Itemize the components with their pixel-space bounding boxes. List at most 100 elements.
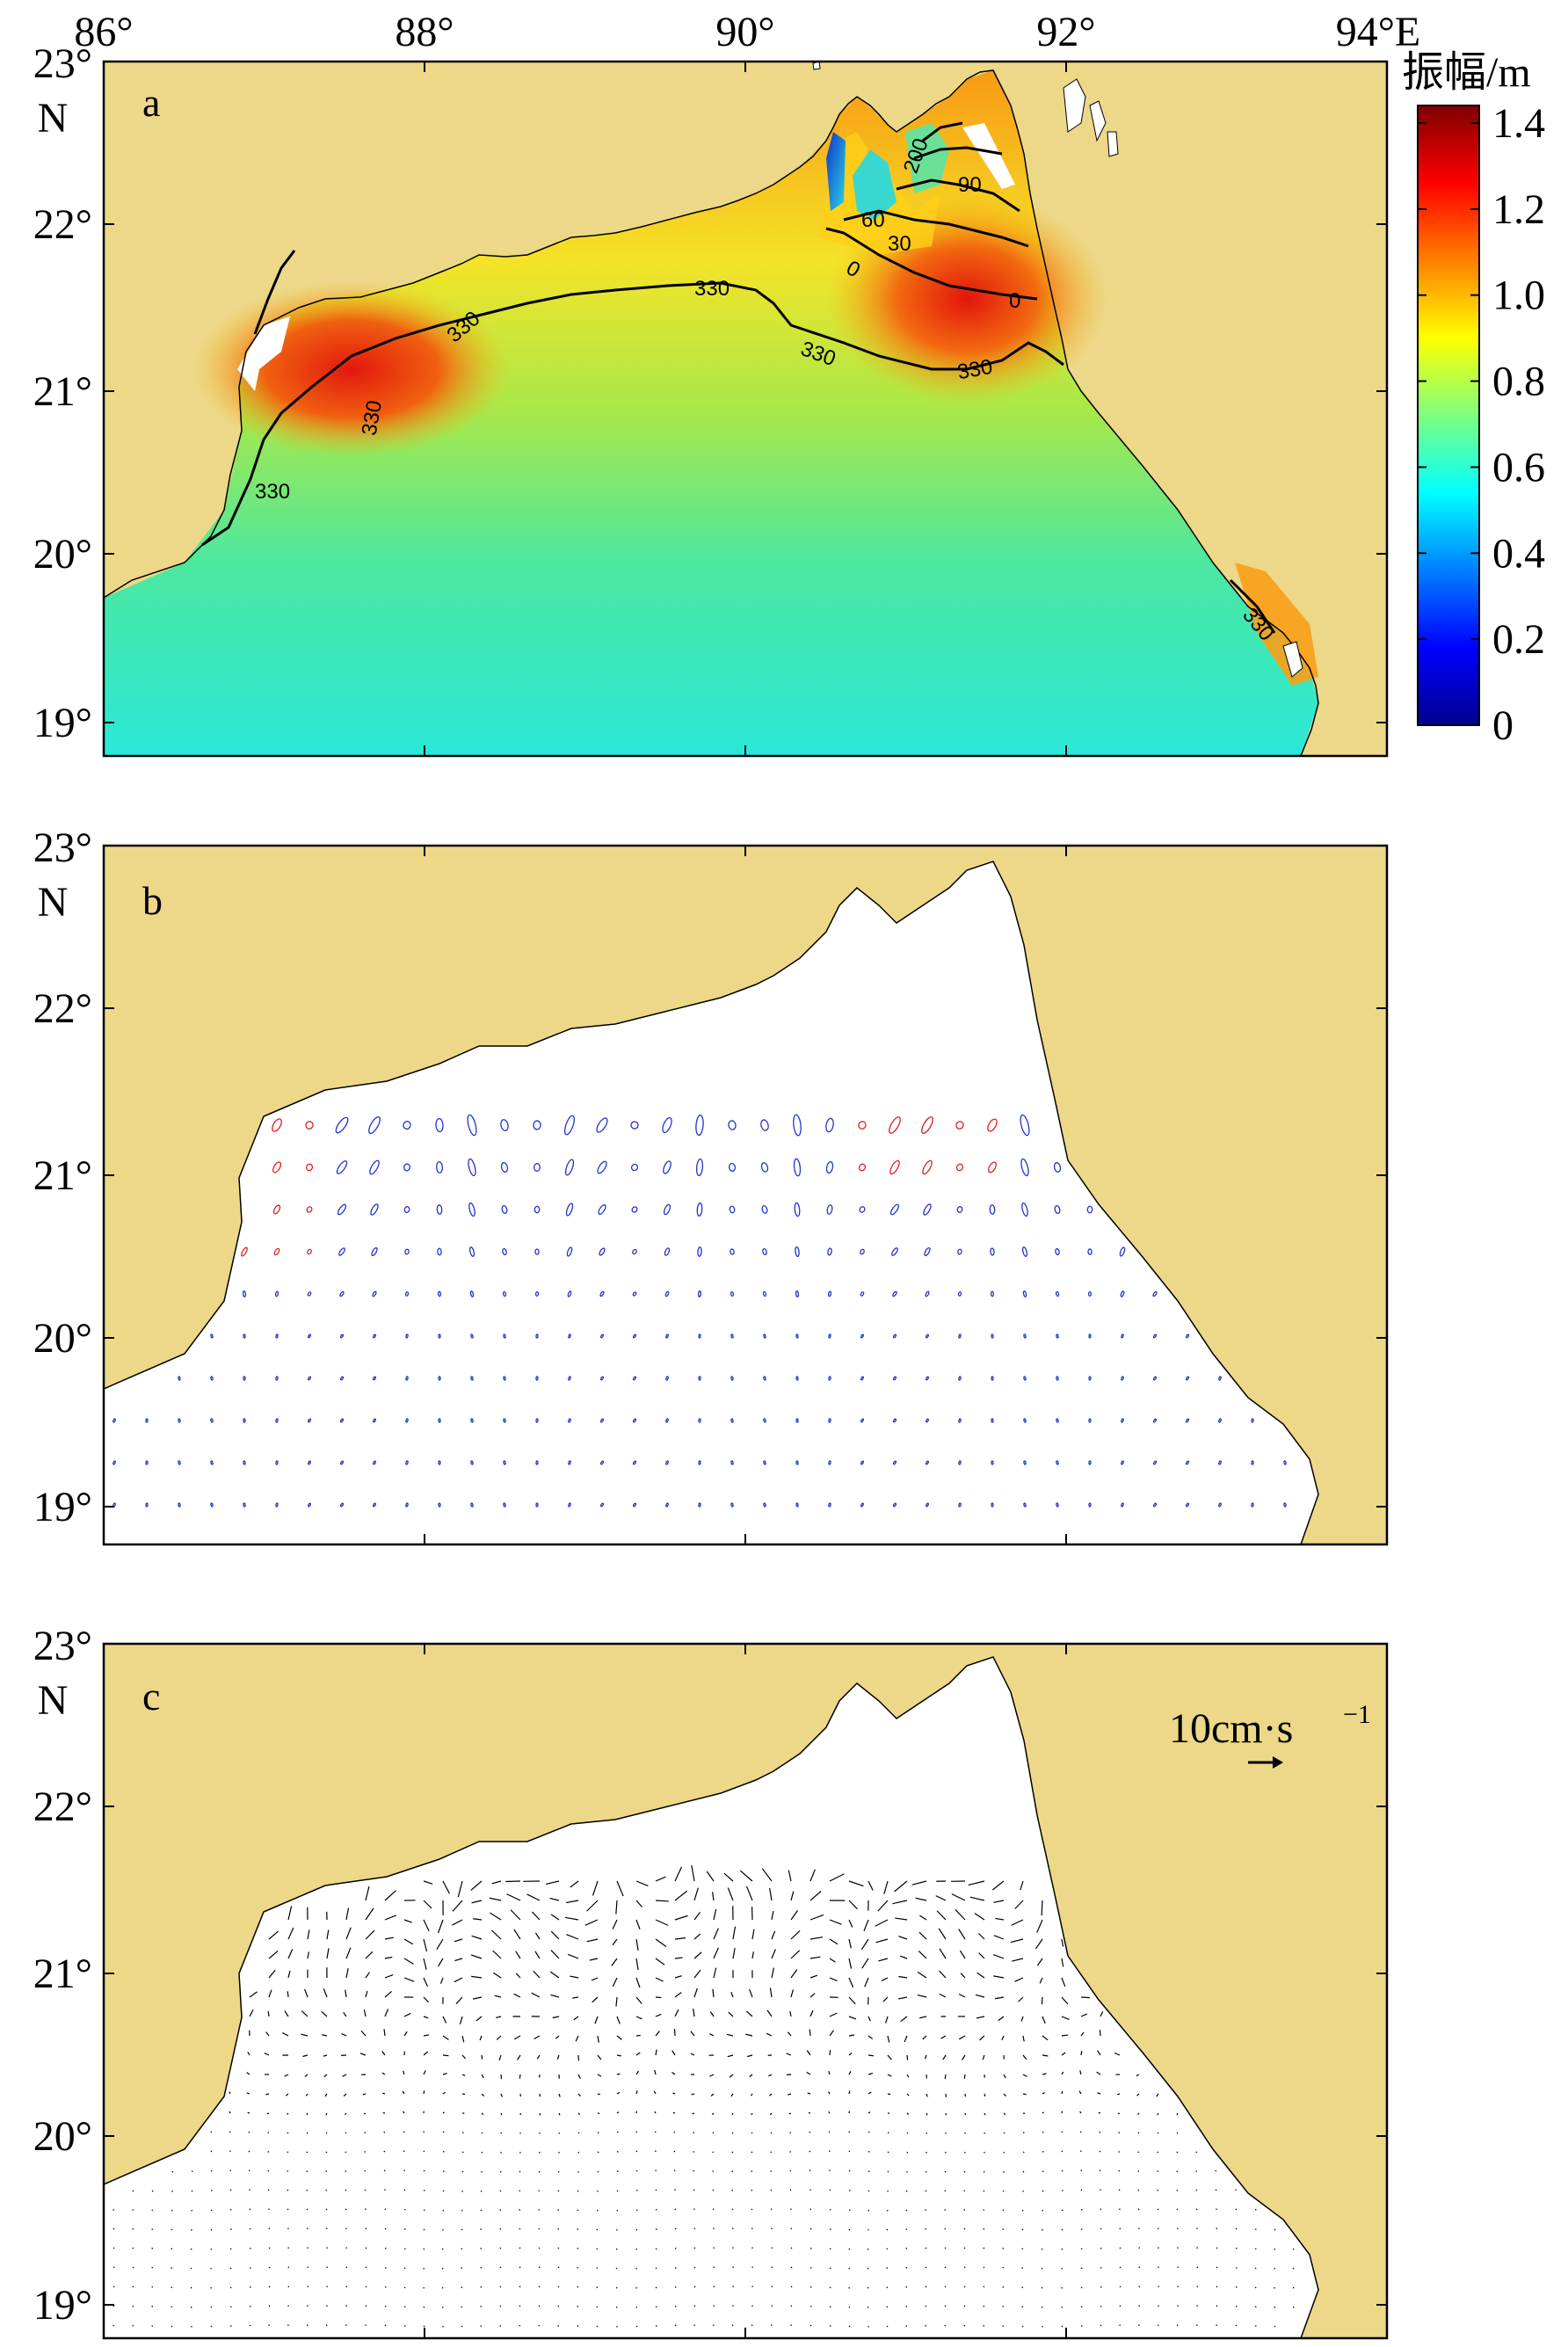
residual-current-arrow	[287, 2189, 289, 2191]
residual-current-arrow	[323, 2054, 328, 2057]
residual-current-arrow	[864, 1977, 869, 1987]
residual-current-arrow	[423, 2209, 425, 2212]
residual-current-arrow	[1061, 1938, 1064, 1947]
residual-current-arrow	[809, 1974, 818, 1979]
vector-scale-exponent: −1	[1343, 1700, 1371, 1729]
tidal-current-ellipse	[632, 1502, 637, 1508]
residual-current-arrow	[655, 2267, 657, 2270]
tidal-current-ellipse	[308, 1376, 311, 1381]
residual-current-arrow	[248, 2131, 250, 2133]
contour-label: 330	[255, 480, 290, 504]
residual-current-arrow	[723, 1872, 734, 1882]
tidal-current-ellipse	[632, 1460, 637, 1465]
residual-current-arrow	[809, 2305, 812, 2307]
residual-current-arrow	[655, 1996, 662, 1999]
residual-current-arrow	[499, 2170, 502, 2173]
residual-current-arrow	[326, 1948, 330, 1959]
tidal-current-ellipse	[889, 1203, 900, 1216]
residual-current-arrow	[190, 2267, 192, 2270]
residual-current-arrow	[749, 1988, 753, 1998]
tidal-current-ellipse	[763, 1376, 766, 1381]
residual-current-arrow	[287, 2112, 289, 2115]
residual-current-arrow	[867, 2054, 874, 2057]
residual-current-arrow	[423, 2070, 426, 2075]
residual-current-arrow	[359, 2053, 367, 2056]
residual-current-arrow	[655, 1977, 664, 1982]
residual-current-arrow	[577, 2093, 581, 2097]
x-tick-label: 90°	[715, 9, 774, 55]
residual-current-arrow	[481, 2151, 483, 2154]
residual-current-arrow	[324, 2093, 328, 2097]
y-tick-label: 23°	[33, 1623, 92, 1669]
residual-current-arrow	[383, 2169, 386, 2172]
residual-current-arrow	[710, 2093, 715, 2096]
residual-current-arrow	[918, 1950, 927, 1959]
residual-current-arrow	[475, 2016, 483, 2022]
tidal-current-ellipse	[178, 1418, 181, 1423]
residual-current-arrow	[892, 1900, 908, 1905]
tidal-current-ellipse	[243, 1376, 246, 1381]
residual-current-arrow	[992, 1953, 1005, 1959]
residual-current-arrow	[570, 1975, 579, 1979]
tidal-current-ellipse	[1087, 1248, 1093, 1255]
residual-current-arrow	[532, 1911, 541, 1921]
residual-current-arrow	[344, 2112, 347, 2116]
tidal-current-ellipse	[761, 1205, 768, 1214]
residual-current-arrow	[828, 2111, 831, 2114]
residual-current-arrow	[248, 2150, 250, 2153]
residual-current-arrow	[674, 1890, 688, 1901]
residual-current-arrow	[1100, 2305, 1102, 2307]
tidal-current-ellipse	[500, 1162, 509, 1173]
tidal-current-ellipse	[828, 1460, 831, 1465]
residual-current-arrow	[423, 1900, 432, 1909]
residual-current-arrow	[751, 1951, 754, 1959]
residual-current-arrow	[550, 1994, 560, 1998]
residual-current-arrow	[766, 2009, 773, 2017]
residual-current-arrow	[423, 1996, 429, 2003]
tidal-current-ellipse	[1088, 1460, 1092, 1465]
tidal-current-ellipse	[990, 1247, 995, 1256]
tidal-current-ellipse	[337, 1203, 347, 1216]
tidal-current-ellipse	[113, 1460, 116, 1465]
residual-current-arrow	[171, 2325, 173, 2328]
residual-current-arrow	[968, 1880, 985, 1886]
tidal-current-ellipse	[339, 1290, 345, 1297]
residual-current-arrow	[635, 2111, 638, 2114]
tidal-current-ellipse	[762, 1247, 767, 1256]
residual-current-arrow	[751, 2208, 753, 2211]
residual-current-arrow	[867, 2016, 871, 2022]
tidal-current-ellipse	[275, 1333, 279, 1339]
residual-current-arrow	[915, 1897, 927, 1901]
residual-current-arrow	[911, 1880, 927, 1886]
residual-current-arrow	[1020, 2016, 1024, 2022]
tidal-current-ellipse	[1152, 1418, 1158, 1423]
residual-current-arrow	[693, 1887, 699, 1901]
residual-current-arrow	[247, 2052, 250, 2056]
residual-current-arrow	[958, 1929, 966, 1940]
residual-current-arrow	[151, 2266, 154, 2269]
residual-current-arrow	[635, 1996, 642, 2004]
tidal-current-ellipse	[1056, 1460, 1059, 1465]
residual-current-arrow	[323, 2074, 328, 2078]
residual-current-arrow	[809, 2324, 812, 2327]
residual-current-arrow	[287, 2151, 289, 2154]
residual-current-arrow	[557, 2266, 560, 2269]
residual-current-arrow	[306, 2208, 309, 2211]
residual-current-arrow	[745, 2010, 753, 2017]
contour-label: 30	[888, 232, 911, 256]
tidal-current-ellipse	[178, 1460, 181, 1465]
residual-current-arrow	[441, 2267, 444, 2270]
tidal-current-ellipse	[892, 1333, 897, 1339]
panel-b-current-ellipses	[113, 1114, 1287, 1508]
residual-current-arrow	[268, 1930, 279, 1940]
residual-current-arrow	[751, 1929, 755, 1940]
residual-current-arrow	[442, 2035, 449, 2040]
residual-current-arrow	[229, 2189, 232, 2191]
residual-current-arrow	[1003, 2112, 1006, 2116]
tidal-current-ellipse	[957, 1291, 962, 1297]
residual-current-arrow	[944, 2170, 947, 2173]
residual-current-arrow	[423, 1958, 427, 1970]
residual-current-arrow	[848, 2090, 851, 2095]
residual-current-arrow	[867, 2209, 870, 2212]
residual-current-arrow	[674, 2208, 677, 2211]
